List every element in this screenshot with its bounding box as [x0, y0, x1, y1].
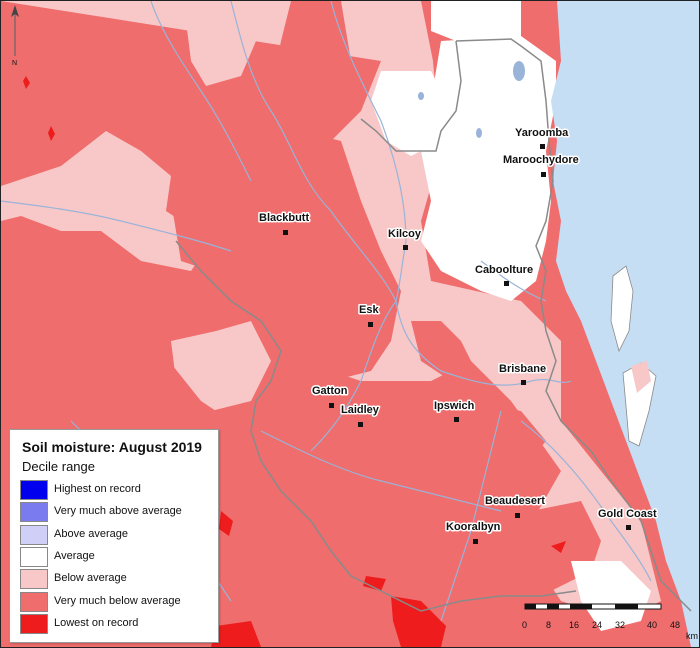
scale-bar: 0 8 16 24 32 40 48 km: [522, 603, 698, 641]
legend: Soil moisture: August 2019 Decile range …: [9, 429, 219, 643]
lakes: [418, 61, 525, 138]
town-label: Esk: [359, 304, 379, 316]
town-maroochydore[interactable]: Maroochydore: [502, 153, 580, 177]
legend-item-lowest-on-record: Lowest on record: [20, 614, 216, 636]
town-marker: [283, 230, 288, 235]
north-arrow-head: [11, 5, 19, 17]
town-label: Ipswich: [434, 400, 475, 412]
legend-swatch: [20, 547, 48, 567]
town-label: Gold Coast: [598, 508, 657, 520]
legend-label: Above average: [54, 528, 128, 540]
town-label: Yaroomba: [515, 127, 569, 139]
legend-label: Average: [54, 550, 95, 562]
town-marker: [368, 322, 373, 327]
town-label: Brisbane: [499, 363, 546, 375]
town-label: Beaudesert: [485, 495, 545, 507]
legend-item-above-average: Above average: [20, 525, 216, 547]
scale-bar-segment: [570, 604, 592, 609]
town-yaroomba[interactable]: Yaroomba: [514, 126, 571, 149]
island-bribie: [610, 265, 634, 353]
legend-label: Lowest on record: [54, 617, 139, 629]
town-marker: [473, 539, 478, 544]
town-label: Maroochydore: [503, 154, 579, 166]
legend-label: Very much below average: [54, 595, 181, 607]
town-marker: [329, 403, 334, 408]
town-label: Laidley: [341, 404, 380, 416]
legend-item-very-much-below-average: Very much below average: [20, 592, 216, 614]
scale-tick-label: 32: [615, 620, 625, 630]
scale-bar-outline: [524, 603, 662, 610]
legend-label: Very much above average: [54, 505, 182, 517]
scale-unit-label: km: [686, 631, 698, 641]
legend-swatch: [20, 525, 48, 545]
legend-swatch: [20, 592, 48, 612]
legend-item-below-average: Below average: [20, 569, 216, 591]
town-blackbutt[interactable]: Blackbutt: [258, 211, 311, 235]
scale-tick-label: 8: [546, 620, 551, 630]
town-brisbane[interactable]: Brisbane: [498, 362, 548, 385]
towns: Yaroomba Maroochydore Blackbutt Kilcoy C…: [258, 126, 659, 544]
town-laidley[interactable]: Laidley: [340, 403, 381, 427]
town-ipswich[interactable]: Ipswich: [433, 399, 476, 422]
town-marker: [521, 380, 526, 385]
scale-tick-label: 48: [670, 620, 680, 630]
town-marker: [540, 144, 545, 149]
town-marker: [358, 422, 363, 427]
town-gold-coast[interactable]: Gold Coast: [597, 507, 659, 530]
town-label: Kooralbyn: [446, 521, 501, 533]
north-arrow: N: [11, 5, 19, 67]
town-marker: [626, 525, 631, 530]
lowest-on-record-regions: [23, 76, 566, 647]
town-esk[interactable]: Esk: [358, 303, 381, 327]
scale-bar-segment: [525, 604, 536, 609]
town-marker: [515, 513, 520, 518]
town-label: Caboolture: [475, 264, 533, 276]
legend-item-average: Average: [20, 547, 216, 569]
scale-bar-segment: [615, 604, 638, 609]
legend-subtitle: Decile range: [22, 459, 95, 474]
legend-swatch: [20, 480, 48, 500]
island-pink-patch: [631, 361, 651, 393]
legend-item-very-much-above-average: Very much above average: [20, 502, 216, 524]
legend-title: Soil moisture: August 2019: [22, 439, 202, 455]
town-caboolture[interactable]: Caboolture: [474, 263, 535, 286]
scale-tick-label: 24: [592, 620, 602, 630]
town-gatton[interactable]: Gatton: [311, 384, 349, 408]
scale-tick-label: 0: [522, 620, 527, 630]
legend-swatch: [20, 614, 48, 634]
catchment-boundaries: [175, 38, 692, 612]
town-label: Blackbutt: [259, 212, 309, 224]
town-beaudesert[interactable]: Beaudesert: [484, 494, 547, 518]
town-marker: [403, 245, 408, 250]
legend-item-highest-on-record: Highest on record: [20, 480, 216, 502]
town-kooralbyn[interactable]: Kooralbyn: [445, 520, 502, 544]
town-marker: [454, 417, 459, 422]
scale-bar-segment: [547, 604, 559, 609]
legend-label: Highest on record: [54, 483, 141, 495]
town-label: Kilcoy: [388, 228, 422, 240]
town-marker: [504, 281, 509, 286]
legend-swatch: [20, 502, 48, 522]
legend-label: Below average: [54, 572, 127, 584]
town-marker: [541, 172, 546, 177]
legend-swatch: [20, 569, 48, 589]
scale-tick-label: 40: [647, 620, 657, 630]
town-label: Gatton: [312, 385, 348, 397]
scale-tick-label: 16: [569, 620, 579, 630]
north-arrow-label: N: [12, 60, 17, 67]
town-kilcoy[interactable]: Kilcoy: [387, 227, 423, 250]
